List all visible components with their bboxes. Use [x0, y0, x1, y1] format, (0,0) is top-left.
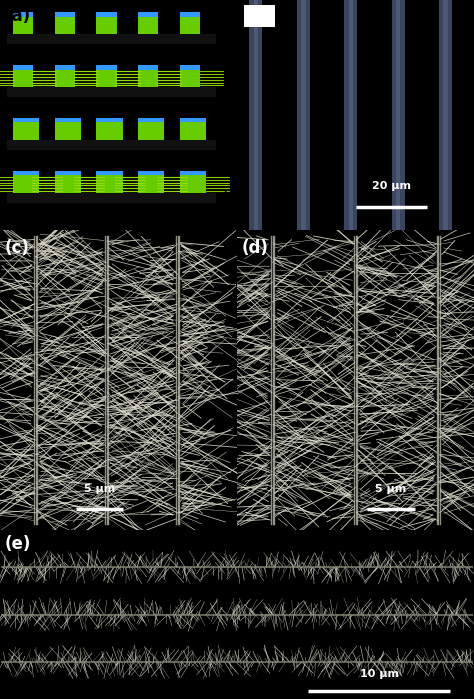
Bar [13, 118, 39, 122]
Bar [13, 65, 33, 70]
Bar [138, 171, 164, 175]
Text: (a): (a) [5, 7, 31, 25]
Bar [13, 70, 33, 87]
Text: (3): (3) [223, 138, 241, 147]
Bar [13, 12, 33, 17]
Bar [13, 122, 39, 140]
Bar [138, 65, 158, 70]
Bar [7, 140, 216, 150]
Bar [180, 122, 206, 140]
Bar [7, 34, 216, 44]
Bar [180, 17, 200, 34]
Bar [180, 175, 206, 193]
Bar [254, 0, 258, 230]
Bar [138, 70, 158, 87]
Bar [13, 17, 33, 34]
Text: 5 μm: 5 μm [375, 484, 407, 494]
Bar [97, 12, 117, 17]
Bar [443, 0, 448, 230]
Bar [301, 0, 306, 230]
Text: 10 μm: 10 μm [360, 669, 399, 679]
Text: (b): (b) [246, 7, 273, 25]
Bar [97, 118, 122, 122]
Bar [97, 122, 122, 140]
Bar [180, 118, 206, 122]
Bar [55, 17, 75, 34]
Text: (2): (2) [223, 85, 241, 94]
Text: 20 μm: 20 μm [372, 181, 410, 191]
Bar [249, 0, 263, 230]
Bar [348, 0, 353, 230]
Text: (4): (4) [223, 191, 241, 201]
Bar [297, 0, 310, 230]
Bar [13, 171, 39, 175]
Bar [97, 70, 117, 87]
Bar [55, 122, 81, 140]
Bar [55, 175, 81, 193]
Text: 5 μm: 5 μm [84, 484, 115, 494]
Bar [138, 175, 164, 193]
Bar [55, 12, 75, 17]
Bar [97, 65, 117, 70]
Bar [439, 0, 452, 230]
Bar [138, 122, 164, 140]
Text: (1): (1) [223, 31, 241, 42]
Bar [97, 171, 122, 175]
Text: (d): (d) [242, 239, 269, 257]
Bar [138, 12, 158, 17]
Bar [138, 118, 164, 122]
Bar [180, 65, 200, 70]
Bar [344, 0, 357, 230]
Bar [392, 0, 405, 230]
Bar [55, 70, 75, 87]
Bar [13, 175, 39, 193]
Bar [55, 118, 81, 122]
Bar [97, 17, 117, 34]
Bar [55, 171, 81, 175]
Bar [180, 70, 200, 87]
Bar [396, 0, 401, 230]
Bar [7, 193, 216, 203]
Bar [138, 17, 158, 34]
Bar [7, 87, 216, 97]
Bar [180, 12, 200, 17]
Text: (c): (c) [5, 239, 29, 257]
Bar [55, 65, 75, 70]
Bar [180, 171, 206, 175]
Text: (e): (e) [5, 535, 31, 553]
Bar [97, 175, 122, 193]
